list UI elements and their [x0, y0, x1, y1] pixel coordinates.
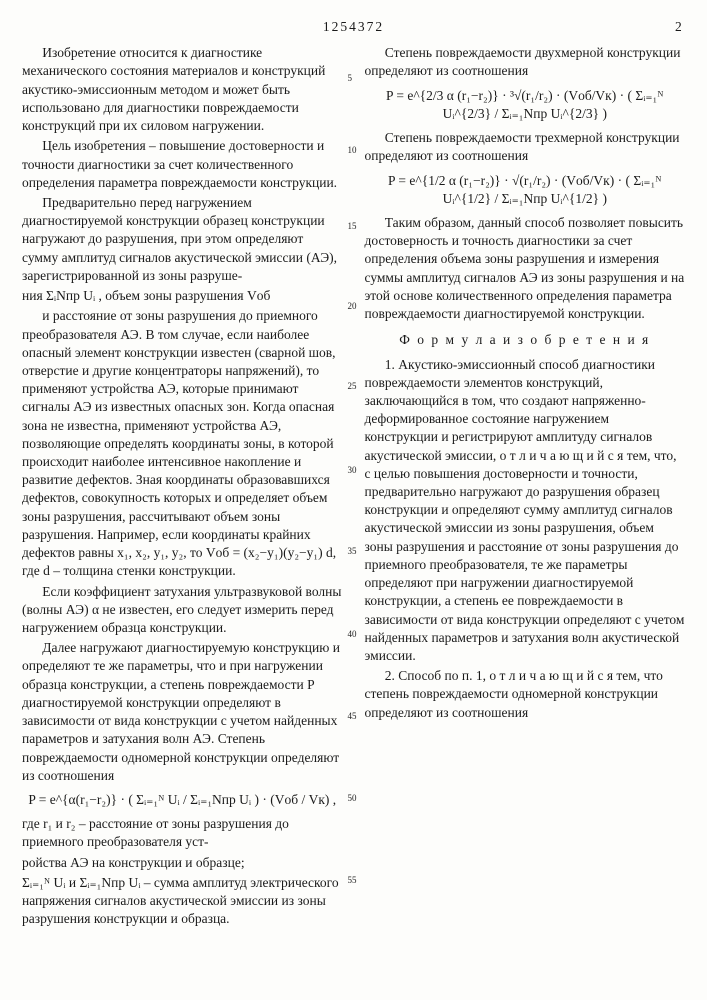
para-2d-intro: Степень повреждаемости двухмерной констр… [365, 44, 686, 80]
text-vob: объем зоны разрушения Vоб [105, 288, 270, 303]
para-r-cont: ройства АЭ на конструкции и образце; [22, 854, 343, 872]
line-mark: 25 [348, 380, 357, 392]
line-mark: 5 [348, 72, 353, 84]
para-method: и расстояние от зоны разрушения до прием… [22, 307, 343, 580]
para-preload-a: Предварительно перед нагружением диагнос… [22, 194, 343, 285]
claims-heading: Ф о р м у л а и з о б р е т е н и я [365, 331, 686, 349]
sum-expl-formula: Σᵢ₌₁ᴺ Uᵢ и Σᵢ₌₁Nпр Uᵢ [22, 875, 140, 890]
page-header: 1254372 2 [22, 18, 685, 36]
para-intro: Изобретение относится к диагностике меха… [22, 44, 343, 135]
para-alpha: Если коэффициент затухания ультразвуково… [22, 583, 343, 638]
para-goal: Цель изобретения – повышение достовернос… [22, 137, 343, 192]
line-mark: 40 [348, 628, 357, 640]
line-mark: 15 [348, 220, 357, 232]
para-conclusion: Таким образом, данный способ позволяет п… [365, 214, 686, 323]
line-mark: 45 [348, 710, 357, 722]
line-mark: 30 [348, 464, 357, 476]
claim-1: 1. Акустико-эмиссионный способ диагности… [365, 356, 686, 666]
formula-3d: P = e^{1/2 α (r₁−r₂)} · √(r₁/r₂) · (Vоб/… [365, 172, 686, 208]
text-niya: ния [22, 288, 43, 303]
sum-explanation: Σᵢ₌₁ᴺ Uᵢ и Σᵢ₌₁Nпр Uᵢ – сумма амплитуд э… [22, 874, 343, 929]
two-column-body: Изобретение относится к диагностике меха… [22, 44, 685, 949]
line-mark: 10 [348, 144, 357, 156]
line-mark: 50 [348, 792, 357, 804]
header-right: 2 [675, 18, 685, 36]
inline-sum-formula: ΣᵢNпр Uᵢ , [46, 288, 102, 303]
line-mark: 35 [348, 545, 357, 557]
formula-1d: P = e^{α(r₁−r₂)} · ( Σᵢ₌₁ᴺ Uᵢ / Σᵢ₌₁Nпр … [22, 791, 343, 809]
line-mark: 20 [348, 300, 357, 312]
para-3d-intro: Степень повреждаемости трехмерной констр… [365, 129, 686, 165]
doc-number: 1254372 [32, 18, 675, 36]
claim-2: 2. Способ по п. 1, о т л и ч а ю щ и й с… [365, 667, 686, 722]
where-r1r2: где r₁ и r₂ – расстояние от зоны разруше… [22, 815, 343, 851]
where-label: где r₁ и r₂ [22, 816, 75, 831]
line-mark: 55 [348, 874, 357, 886]
formula-2d: P = e^{2/3 α (r₁−r₂)} · ³√(r₁/r₂) · (Vоб… [365, 87, 686, 123]
para-load: Далее нагружают диагностируемую конструк… [22, 639, 343, 785]
para-preload-inline: ния ΣᵢNпр Uᵢ , объем зоны разрушения Vоб [22, 287, 343, 305]
